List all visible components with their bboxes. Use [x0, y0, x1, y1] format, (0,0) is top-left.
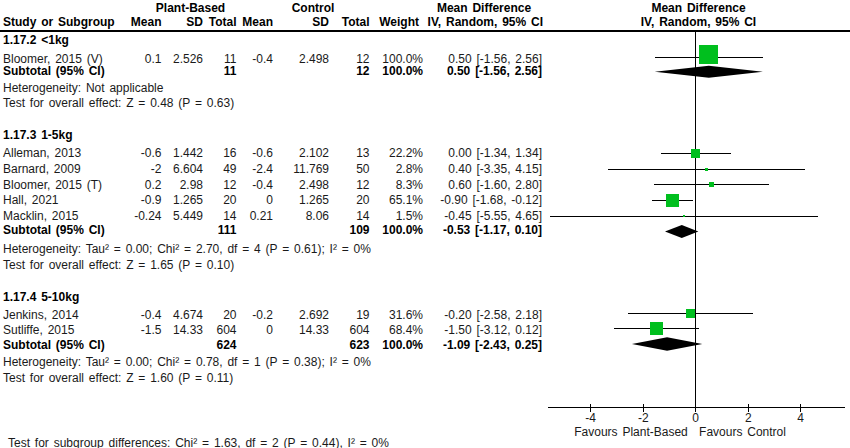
effect-square — [686, 309, 695, 318]
effect-square — [705, 168, 708, 171]
forest-plot-graphic — [0, 0, 850, 448]
effect-square — [683, 215, 686, 218]
subtotal-diamond — [665, 225, 698, 238]
subtotal-diamond — [655, 66, 763, 78]
effect-square — [666, 194, 679, 207]
axis-tick-labels: -4 -2 0 2 4 — [0, 411, 850, 426]
effect-square — [709, 182, 714, 187]
subtotal-diamond — [632, 337, 702, 350]
tick-label: 2 — [733, 411, 763, 426]
tick-label: -4 — [576, 411, 606, 426]
effect-square — [699, 45, 718, 64]
subgroup-difference-test: Test for subgroup differences: Chi² = 1.… — [8, 436, 389, 448]
forest-plot: Plant-Based Control Mean Difference Mean… — [0, 0, 850, 448]
footer-row: Test for subgroup differences: Chi² = 1.… — [0, 436, 850, 448]
effect-square — [691, 149, 700, 158]
tick-label: -2 — [628, 411, 658, 426]
tick-label: 0 — [681, 411, 711, 426]
effect-square — [650, 322, 664, 336]
tick-label: 4 — [786, 411, 816, 426]
